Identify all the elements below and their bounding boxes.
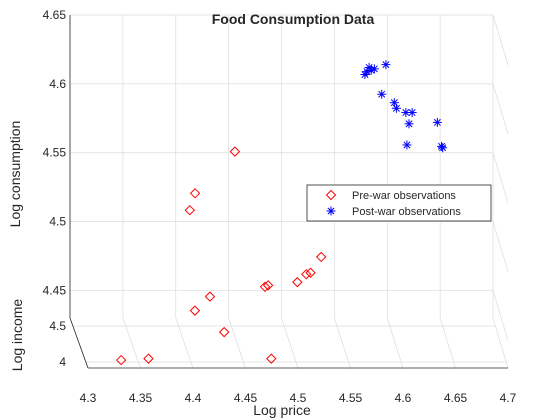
z-side-grid [492,290,509,341]
z-side-grid [492,152,509,203]
pre-war-point [115,354,127,366]
pre-war-point [266,353,277,364]
post-war-point [404,119,414,129]
post-war-point [402,140,412,150]
chart-title: Food Consumption Data [212,11,375,27]
pre-war-point [204,291,216,302]
pre-war-point [218,326,230,338]
pre-war-point [229,146,241,157]
x-tick-label: 4.4 [185,391,202,405]
axes [69,15,508,369]
legend-marker-post-war [326,206,336,216]
y-axis-label: Log income [9,299,25,372]
z-tick-label: 4.5 [49,215,66,229]
post-war-point [438,143,448,153]
z-axis-label: Log consumption [7,121,23,228]
z-tick-label: 4.6 [49,77,66,91]
x-tick-label: 4.7 [500,391,517,405]
post-war-point [369,64,379,74]
post-war-point [377,89,387,99]
legend-label-pre-war: Pre-war observations [352,190,456,202]
y-tick-label: 4.5 [49,319,66,333]
x-tick-label: 4.35 [129,391,153,405]
z-side-grid [492,83,509,134]
x-tick-label: 4.3 [80,391,97,405]
x-tick-label: 4.5 [290,391,307,405]
pre-war-point [292,276,303,288]
legend-marker-post-war-shape [326,206,336,216]
x-axis-label: Log price [253,402,311,418]
post-war-point [391,103,401,113]
data-points [115,60,448,366]
legend-label-post-war: Post-war observations [352,206,461,218]
grid [69,14,509,369]
pre-war-point [262,280,274,291]
x-tick-label: 4.65 [444,391,468,405]
x-tick-label: 4.45 [234,391,258,405]
pre-war-point [189,188,201,199]
pre-war-point [301,268,312,280]
x-tick-label: 4.6 [395,391,412,405]
z-tick-label: 4.65 [43,8,67,22]
post-war-point [407,108,417,118]
pre-war-point [184,204,196,216]
z-side-grid [492,221,509,272]
x-tick-label: 4.55 [339,391,363,405]
pre-war-point [143,353,154,364]
post-war-point [381,60,391,70]
z-side-grid [492,14,509,66]
z-tick-label: 4.45 [43,283,67,297]
legend: Pre-war observations Post-war observatio… [306,184,492,222]
pre-war-point [259,281,271,293]
y-axis-line [69,317,89,369]
post-war-point [360,69,370,79]
legend-marker-pre-war-shape [325,189,337,201]
tick-labels: 4.3 4.35 4.4 4.45 4.5 4.55 4.6 4.65 4.7 4.45 4.5 4.… [43,8,517,405]
x-floor-grid [492,317,509,369]
legend-box [306,184,492,222]
legend-marker-pre-war [325,189,337,201]
pre-war-point [315,251,327,263]
z-tick-label: 4.55 [43,146,67,160]
y-tick-label: 4 [59,355,66,369]
post-war-point [432,117,442,127]
pre-war-point [305,267,316,278]
pre-war-point [189,305,201,316]
